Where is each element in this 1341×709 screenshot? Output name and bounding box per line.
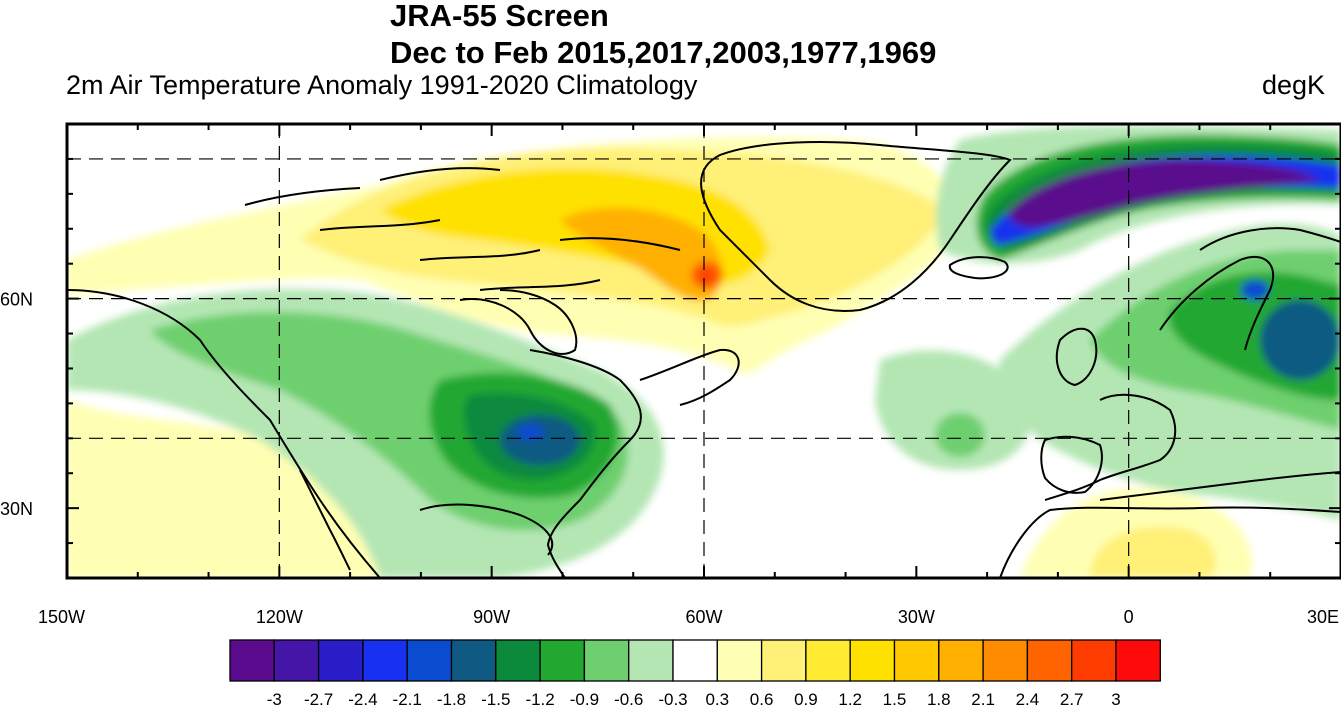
lon-tick-label: 0	[1124, 607, 1134, 627]
plot-subtitle: Dec to Feb 2015,2017,2003,1977,1969	[390, 35, 937, 70]
colorbar-box	[450, 639, 497, 682]
colorbar-label: -1.5	[481, 690, 510, 709]
colorbar-labels: -3 -2.7 -2.4 -2.1 -1.8 -1.5 -1.2 -0.9 -0.6 -0.3 0.…	[267, 690, 1121, 709]
colorbar-box	[716, 639, 763, 682]
coast-north-america-west	[67, 289, 381, 578]
colorbar-box	[805, 639, 851, 682]
colorbar-box	[273, 639, 320, 682]
colorbar-box	[628, 639, 674, 682]
colorbar-label: -1.2	[525, 690, 554, 709]
colorbar-label: 1.8	[927, 690, 951, 709]
colorbar-box	[317, 639, 364, 682]
axis-tick-labels: 150W 120W 90W 60W 30W 0 30E 30N 60N	[0, 290, 1339, 627]
warm-region-orange	[560, 207, 723, 301]
colorbar-label: -1.8	[437, 690, 466, 709]
cold-core-baltic	[1260, 300, 1340, 380]
colorbar-box	[938, 639, 984, 682]
coast-western-europe	[1044, 393, 1177, 501]
axis-ticks	[66, 123, 1341, 578]
coast-scandinavia	[1159, 255, 1275, 351]
colorbar-box	[672, 639, 718, 682]
coast-east-north-america	[529, 349, 642, 578]
colorbar-label: 0.9	[794, 690, 818, 709]
units-label: degK	[1261, 70, 1325, 100]
colorbar-label: -2.1	[393, 690, 422, 709]
colorbar-label: 1.2	[838, 690, 862, 709]
variable-label: 2m Air Temperature Anomaly 1991-2020 Cli…	[66, 70, 698, 100]
coast-baja	[299, 469, 351, 571]
coast-labrador	[639, 348, 740, 406]
colorbar-label: 2.1	[971, 690, 995, 709]
lon-tick-label: 60W	[685, 607, 722, 627]
colorbar-box	[849, 639, 896, 682]
colorbar-label: 0.6	[750, 690, 774, 709]
coast-mediterranean	[1099, 471, 1341, 501]
colorbar-label: -2.4	[348, 690, 377, 709]
coast-british-isles	[1055, 327, 1098, 387]
plot-title: JRA-55 Screen	[390, 0, 609, 33]
coast-greenland	[700, 141, 1012, 312]
cold-region-mid-atlantic	[875, 350, 1032, 470]
colorbar-label: -3	[267, 690, 282, 709]
colorbar-box	[760, 639, 807, 682]
colorbar-label: -0.3	[658, 690, 687, 709]
lon-tick-label: 90W	[473, 607, 510, 627]
warm-region-southwest	[67, 400, 400, 578]
cold-core-svalbard	[1008, 160, 1320, 228]
colorbar-label: -0.9	[570, 690, 599, 709]
colorbar-box	[1071, 639, 1117, 682]
colorbar-box	[1115, 639, 1161, 682]
coast-iceland	[948, 256, 1009, 280]
coast-gulf-of-mexico	[419, 503, 554, 556]
colorbar-box	[495, 639, 541, 682]
lon-tick-label: 30E	[1307, 607, 1339, 627]
lat-tick-label: 60N	[0, 290, 33, 310]
warm-region-eastern-atlantic-inner	[1090, 526, 1216, 578]
cold-core-scandinavia	[1241, 280, 1269, 300]
colorbar-box	[539, 639, 586, 682]
warm-core-davis-strait-inner	[698, 268, 714, 284]
colorbar-label: 2.4	[1016, 690, 1040, 709]
colorbar-boxes	[229, 639, 1161, 682]
colorbar-box	[406, 639, 453, 682]
lat-tick-label: 30N	[0, 499, 33, 519]
gridlines	[67, 124, 1341, 578]
colorbar-box	[982, 639, 1029, 682]
colorbar-box	[893, 639, 940, 682]
colorbar-label: 2.7	[1060, 690, 1084, 709]
coast-europe-north	[1199, 227, 1341, 251]
colorbar-box	[1026, 639, 1073, 682]
lon-tick-label: 30W	[898, 607, 935, 627]
lon-tick-label: 120W	[256, 607, 303, 627]
colorbar-box	[583, 639, 630, 682]
colorbar-label: -2.7	[304, 690, 333, 709]
colorbar-label: -0.6	[614, 690, 643, 709]
lon-tick-label: 150W	[38, 607, 85, 627]
colorbar-label: 1.5	[883, 690, 907, 709]
colorbar-label: 0.3	[705, 690, 729, 709]
coast-arctic-archipelago	[244, 167, 681, 291]
cold-core-northeast-us-inner	[516, 424, 544, 440]
cold-core-northeast-us	[500, 415, 580, 465]
cold-region-mid-atlantic-inner	[935, 413, 985, 457]
colorbar-box	[362, 639, 408, 682]
colorbar: -3 -2.7 -2.4 -2.1 -1.8 -1.5 -1.2 -0.9 -0.6 -0.3 0.…	[229, 639, 1161, 709]
colorbar-box	[229, 639, 275, 682]
anomaly-map: 150W 120W 90W 60W 30W 0 30E 30N 60N	[0, 122, 1341, 627]
colorbar-label: 3	[1111, 690, 1120, 709]
